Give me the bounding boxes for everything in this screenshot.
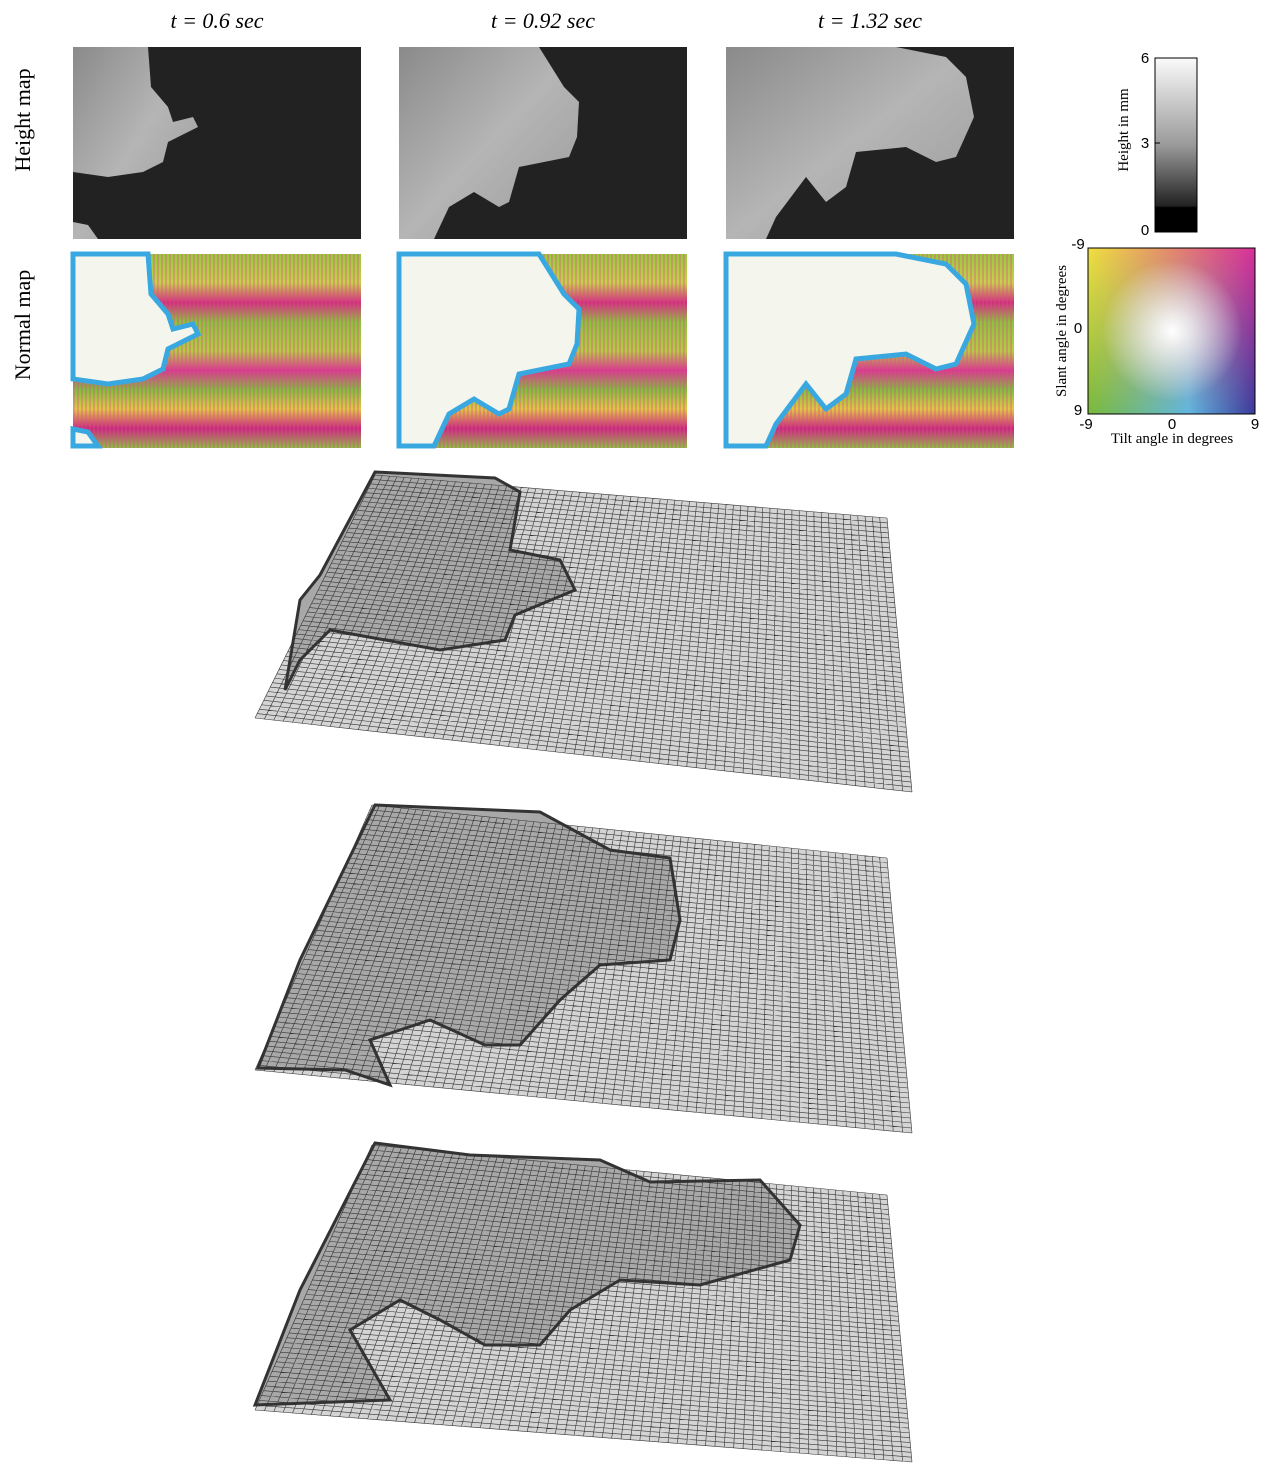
maps xyxy=(73,47,1014,448)
colorbar-tick: 0 xyxy=(1141,222,1149,239)
meshes xyxy=(255,472,912,1462)
legend-tick: -9 xyxy=(1079,416,1092,433)
normal-legend xyxy=(1088,248,1255,414)
row-label: Normal map xyxy=(10,270,35,381)
column-header: t = 0.6 sec xyxy=(170,8,263,33)
legend-center xyxy=(1102,261,1242,401)
height-map xyxy=(726,47,1014,239)
colorbar-tick: 3 xyxy=(1141,135,1149,152)
colorbar xyxy=(1155,58,1197,232)
surface-mesh xyxy=(255,1143,912,1462)
legend-tick: 9 xyxy=(1251,416,1259,433)
figure: t = 0.6 sec t = 0.92 sec t = 1.32 sec He… xyxy=(0,0,1269,1466)
normal-map xyxy=(73,254,361,448)
legend-y-label: Slant angle in degrees xyxy=(1054,265,1070,397)
normal-map xyxy=(726,254,1014,448)
legend-tick: 0 xyxy=(1074,320,1082,337)
column-header: t = 0.92 sec xyxy=(491,8,595,33)
colorbar-tick: 6 xyxy=(1141,50,1149,67)
surface-mesh xyxy=(255,472,912,792)
surface-mesh xyxy=(255,805,912,1133)
height-map xyxy=(399,47,687,239)
legend-x-label: Tilt angle in degrees xyxy=(1111,431,1234,447)
height-map xyxy=(73,47,361,239)
column-header: t = 1.32 sec xyxy=(818,8,922,33)
row-label: Height map xyxy=(10,68,35,171)
colorbar-label: Height in mm xyxy=(1116,88,1132,172)
normal-map xyxy=(399,254,687,448)
legend-tick: -9 xyxy=(1071,236,1084,253)
